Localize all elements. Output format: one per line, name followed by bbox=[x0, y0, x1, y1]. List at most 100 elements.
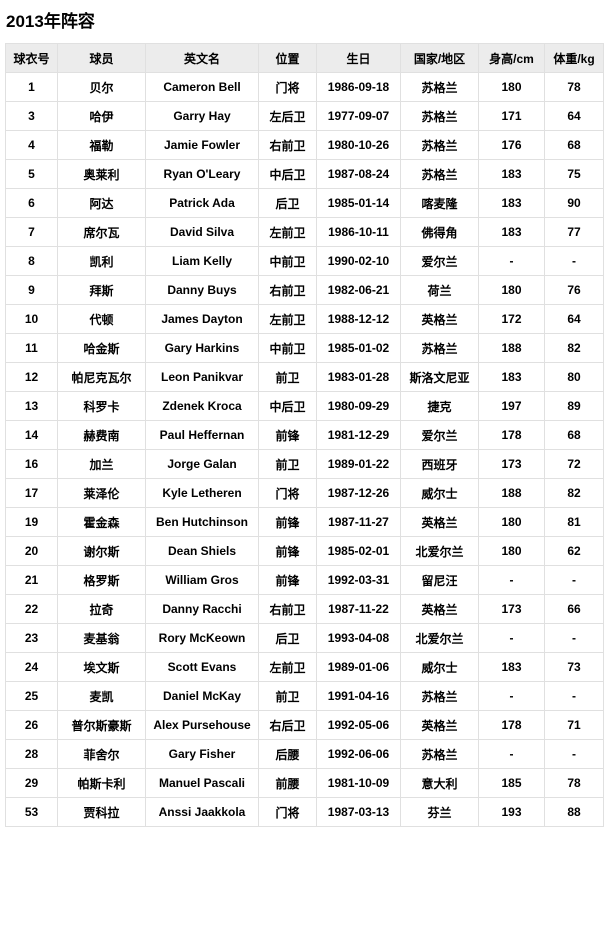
table-row: 24 埃文斯 Scott Evans 左前卫 1989-01-06 威尔士 183 73 bbox=[5, 652, 604, 682]
cell: David Silva bbox=[145, 217, 259, 247]
cell: 苏格兰 bbox=[400, 72, 479, 102]
cell: 威尔士 bbox=[400, 652, 479, 682]
cell: 1990-02-10 bbox=[316, 246, 401, 276]
table-row: 19 霍金森 Ben Hutchinson 前锋 1987-11-27 英格兰 180 81 bbox=[5, 507, 604, 537]
cell: 1982-06-21 bbox=[316, 275, 401, 305]
cell: 1991-04-16 bbox=[316, 681, 401, 711]
cell: 英格兰 bbox=[400, 304, 479, 334]
cell: 16 bbox=[5, 449, 58, 479]
cell: - bbox=[478, 565, 545, 595]
cell: 1981-12-29 bbox=[316, 420, 401, 450]
cell: 1992-05-06 bbox=[316, 710, 401, 740]
cell: 8 bbox=[5, 246, 58, 276]
cell: Jamie Fowler bbox=[145, 130, 259, 160]
cell: 90 bbox=[544, 188, 604, 218]
cell: 1986-10-11 bbox=[316, 217, 401, 247]
cell: 1992-03-31 bbox=[316, 565, 401, 595]
cell: 斯洛文尼亚 bbox=[400, 362, 479, 392]
cell: Zdenek Kroca bbox=[145, 391, 259, 421]
cell: 1985-01-02 bbox=[316, 333, 401, 363]
cell: Cameron Bell bbox=[145, 72, 259, 102]
cell: 帕斯卡利 bbox=[57, 768, 146, 798]
cell: 1983-01-28 bbox=[316, 362, 401, 392]
cell: 谢尔斯 bbox=[57, 536, 146, 566]
cell: - bbox=[544, 681, 604, 711]
cell: 凯利 bbox=[57, 246, 146, 276]
table-row: 53 贾科拉 Anssi Jaakkola 门将 1987-03-13 芬兰 193 88 bbox=[5, 797, 604, 827]
cell: 5 bbox=[5, 159, 58, 189]
cell: 后卫 bbox=[258, 623, 317, 653]
table-row: 5 奥莱利 Ryan O'Leary 中后卫 1987-08-24 苏格兰 183 75 bbox=[5, 159, 604, 189]
cell: Paul Heffernan bbox=[145, 420, 259, 450]
column-header: 国家/地区 bbox=[400, 43, 479, 73]
cell: 7 bbox=[5, 217, 58, 247]
cell: 威尔士 bbox=[400, 478, 479, 508]
cell: 180 bbox=[478, 72, 545, 102]
cell: 9 bbox=[5, 275, 58, 305]
cell: 77 bbox=[544, 217, 604, 247]
cell: 阿达 bbox=[57, 188, 146, 218]
cell: 10 bbox=[5, 304, 58, 334]
cell: Manuel Pascali bbox=[145, 768, 259, 798]
table-row: 14 赫费南 Paul Heffernan 前锋 1981-12-29 爱尔兰 178 68 bbox=[5, 420, 604, 450]
cell: 苏格兰 bbox=[400, 130, 479, 160]
cell: 埃文斯 bbox=[57, 652, 146, 682]
cell: 前锋 bbox=[258, 565, 317, 595]
cell: 22 bbox=[5, 594, 58, 624]
column-header: 球衣号 bbox=[5, 43, 58, 73]
cell: 喀麦隆 bbox=[400, 188, 479, 218]
cell: 后腰 bbox=[258, 739, 317, 769]
cell: 1980-10-26 bbox=[316, 130, 401, 160]
cell: 苏格兰 bbox=[400, 681, 479, 711]
cell: 1992-06-06 bbox=[316, 739, 401, 769]
table-row: 22 拉奇 Danny Racchi 右前卫 1987-11-22 英格兰 173 66 bbox=[5, 594, 604, 624]
cell: 19 bbox=[5, 507, 58, 537]
cell: Danny Racchi bbox=[145, 594, 259, 624]
cell: 197 bbox=[478, 391, 545, 421]
cell: James Dayton bbox=[145, 304, 259, 334]
cell: Liam Kelly bbox=[145, 246, 259, 276]
cell: 66 bbox=[544, 594, 604, 624]
cell: 183 bbox=[478, 362, 545, 392]
cell: 73 bbox=[544, 652, 604, 682]
cell: 183 bbox=[478, 188, 545, 218]
cell: 莱泽伦 bbox=[57, 478, 146, 508]
cell: 25 bbox=[5, 681, 58, 711]
cell: 11 bbox=[5, 333, 58, 363]
table-row: 12 帕尼克瓦尔 Leon Panikvar 前卫 1983-01-28 斯洛文尼亚 183… bbox=[5, 362, 604, 392]
cell: 1986-09-18 bbox=[316, 72, 401, 102]
cell: 前锋 bbox=[258, 507, 317, 537]
cell: 北爱尔兰 bbox=[400, 623, 479, 653]
cell: 1977-09-07 bbox=[316, 101, 401, 131]
page-title: 2013年阵容 bbox=[6, 12, 95, 31]
cell: - bbox=[478, 623, 545, 653]
cell: 帕尼克瓦尔 bbox=[57, 362, 146, 392]
cell: 1988-12-12 bbox=[316, 304, 401, 334]
cell: - bbox=[544, 565, 604, 595]
cell: 24 bbox=[5, 652, 58, 682]
column-header: 球员 bbox=[57, 43, 146, 73]
cell: 奥莱利 bbox=[57, 159, 146, 189]
cell: 1993-04-08 bbox=[316, 623, 401, 653]
table-row: 13 科罗卡 Zdenek Kroca 中后卫 1980-09-29 捷克 197 89 bbox=[5, 391, 604, 421]
cell: 1987-03-13 bbox=[316, 797, 401, 827]
cell: 右前卫 bbox=[258, 275, 317, 305]
cell: 4 bbox=[5, 130, 58, 160]
cell: 64 bbox=[544, 101, 604, 131]
cell: 代顿 bbox=[57, 304, 146, 334]
cell: 苏格兰 bbox=[400, 159, 479, 189]
cell: 菲舍尔 bbox=[57, 739, 146, 769]
table-row: 3 哈伊 Garry Hay 左后卫 1977-09-07 苏格兰 171 64 bbox=[5, 101, 604, 131]
cell: 苏格兰 bbox=[400, 333, 479, 363]
table-row: 21 格罗斯 William Gros 前锋 1992-03-31 留尼汪 - - bbox=[5, 565, 604, 595]
cell: Rory McKeown bbox=[145, 623, 259, 653]
cell: 门将 bbox=[258, 72, 317, 102]
cell: 78 bbox=[544, 72, 604, 102]
cell: 176 bbox=[478, 130, 545, 160]
cell: 拜斯 bbox=[57, 275, 146, 305]
cell: 78 bbox=[544, 768, 604, 798]
cell: 82 bbox=[544, 478, 604, 508]
table-row: 7 席尔瓦 David Silva 左前卫 1986-10-11 佛得角 183 77 bbox=[5, 217, 604, 247]
cell: 西班牙 bbox=[400, 449, 479, 479]
cell: Daniel McKay bbox=[145, 681, 259, 711]
